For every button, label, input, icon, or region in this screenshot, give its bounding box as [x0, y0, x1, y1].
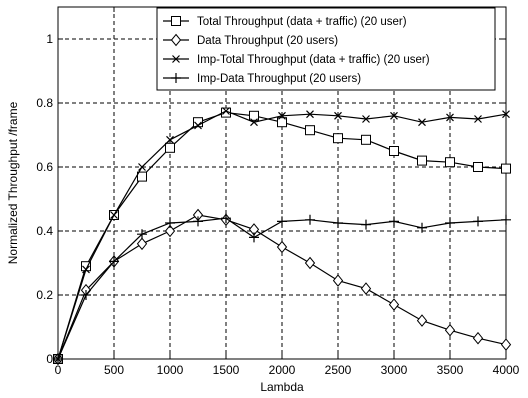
- x-tick-label: 500: [104, 363, 124, 377]
- legend-box: [156, 7, 496, 91]
- data-point: [165, 142, 175, 153]
- data-series: [52, 107, 512, 366]
- data-point: [306, 110, 314, 119]
- legend-entry: Imp-Data Throughput (20 users): [163, 73, 361, 85]
- data-point: [222, 107, 230, 115]
- legend: Total Throughput (data + traffic) (20 us…: [156, 7, 496, 91]
- y-tick-label: 1: [46, 32, 53, 46]
- legend-marker: [172, 55, 180, 63]
- legend-marker: [170, 33, 182, 47]
- x-tick-label: 0: [55, 363, 62, 377]
- data-point: [249, 232, 259, 243]
- data-point: [165, 218, 175, 228]
- data-point: [221, 213, 231, 224]
- tick-labels: 0 500 1000 1500 2000 2500 3000 3500 4000 0 0.2 0.4 0…: [36, 32, 519, 377]
- series-square: [53, 107, 511, 364]
- data-point: [249, 110, 259, 121]
- data-point: [473, 216, 483, 227]
- data-point: [446, 113, 454, 122]
- data-point: [362, 115, 370, 123]
- x-tick-label: 4000: [493, 363, 520, 377]
- data-point: [250, 118, 258, 127]
- data-point: [193, 216, 203, 227]
- x-tick-label: 3500: [437, 363, 464, 377]
- data-point: [53, 354, 63, 364]
- data-point: [444, 323, 456, 337]
- y-axis-title: Normalized Throughput /frame: [6, 101, 20, 264]
- data-point: [473, 162, 483, 172]
- legend-label: Data Throughput (20 users): [197, 35, 338, 47]
- data-point: [137, 171, 147, 182]
- data-point: [388, 298, 400, 311]
- y-tick-label: 0.8: [36, 96, 53, 110]
- series-plus: [53, 213, 511, 364]
- data-point: [502, 110, 510, 119]
- data-point: [164, 224, 176, 238]
- legend-marker: [171, 73, 181, 83]
- legend-label: Total Throughput (data + traffic) (20 us…: [197, 16, 407, 28]
- y-tick-label: 0.4: [36, 224, 53, 238]
- data-point: [110, 211, 118, 219]
- data-point: [360, 282, 372, 295]
- y-tick-label: 0.2: [36, 288, 53, 302]
- x-tick-label: 2000: [269, 363, 296, 377]
- legend-label: Imp-Total Throughput (data + traffic) (2…: [197, 54, 430, 66]
- data-point: [138, 163, 146, 171]
- legend-entry: Total Throughput (data + traffic) (20 us…: [163, 16, 407, 28]
- y-tick-label: 0: [46, 352, 53, 366]
- data-point: [361, 134, 371, 145]
- data-point: [193, 117, 203, 128]
- data-point: [390, 111, 398, 120]
- x-axis-title: Lambda: [260, 380, 304, 394]
- data-point: [418, 118, 426, 127]
- data-point: [417, 155, 427, 166]
- data-point: [445, 157, 455, 168]
- data-point: [416, 314, 428, 327]
- data-point: [445, 218, 455, 228]
- data-point: [472, 331, 484, 345]
- y-tick-label: 0.6: [36, 160, 53, 174]
- data-point: [333, 218, 343, 228]
- data-point: [166, 135, 174, 144]
- data-point: [137, 229, 147, 240]
- data-point: [194, 121, 202, 130]
- data-point: [277, 216, 287, 227]
- data-point: [82, 265, 90, 274]
- data-point: [332, 274, 344, 287]
- data-point: [501, 214, 511, 225]
- x-tick-label: 2500: [325, 363, 352, 377]
- data-point: [333, 133, 343, 144]
- data-point: [109, 256, 119, 267]
- data-point: [305, 214, 315, 225]
- data-point: [389, 146, 399, 156]
- data-point: [334, 111, 342, 120]
- data-point: [278, 111, 286, 120]
- data-point: [500, 338, 512, 351]
- legend-entry: Imp-Total Throughput (data + traffic) (2…: [163, 54, 430, 66]
- data-point: [305, 125, 315, 136]
- x-tick-label: 1500: [213, 363, 240, 377]
- data-point: [304, 256, 316, 270]
- legend-entry: Data Throughput (20 users): [163, 33, 338, 47]
- data-point: [361, 219, 371, 230]
- data-point: [474, 115, 482, 123]
- x-tick-label: 3000: [381, 363, 408, 377]
- data-point: [277, 117, 287, 128]
- data-point: [136, 237, 148, 251]
- x-tick-label: 1000: [157, 363, 184, 377]
- data-point: [276, 240, 288, 254]
- data-point: [81, 290, 91, 300]
- data-point: [501, 163, 511, 174]
- series-x: [54, 107, 510, 363]
- data-point: [417, 222, 427, 233]
- legend-marker: [171, 16, 181, 26]
- data-point: [389, 216, 399, 227]
- legend-label: Imp-Data Throughput (20 users): [197, 73, 361, 85]
